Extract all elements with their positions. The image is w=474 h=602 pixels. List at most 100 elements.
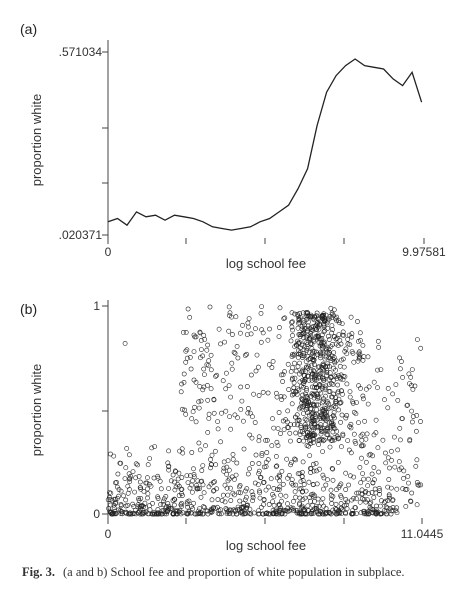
scatter-point: [367, 451, 373, 457]
scatter-point: [339, 321, 345, 326]
scatter-point: [273, 390, 279, 396]
scatter-point: [161, 508, 167, 514]
scatter-point: [311, 402, 317, 408]
scatter-point: [255, 511, 261, 517]
scatter-point: [324, 370, 330, 375]
scatter-point: [309, 346, 315, 351]
scatter-point: [378, 367, 384, 372]
scatter-point: [314, 322, 320, 328]
scatter-point: [309, 509, 315, 515]
scatter-point: [195, 486, 201, 492]
scatter-point: [312, 493, 318, 499]
scatter-point: [369, 506, 375, 512]
scatter-point: [415, 482, 421, 488]
scatter-point: [308, 341, 313, 346]
panel-b-xtick-label-left: 0: [105, 527, 112, 541]
scatter-point: [382, 450, 388, 456]
scatter-point: [418, 419, 423, 424]
scatter-point: [337, 363, 343, 369]
scatter-point: [172, 497, 178, 502]
scatter-point: [388, 485, 394, 491]
scatter-point: [178, 389, 184, 395]
scatter-point: [293, 457, 299, 463]
scatter-point: [304, 443, 310, 448]
scatter-point: [304, 347, 310, 353]
scatter-point: [129, 511, 135, 517]
scatter-point: [150, 511, 156, 517]
scatter-point: [217, 511, 222, 517]
scatter-point: [316, 334, 322, 340]
scatter-point: [261, 496, 267, 502]
scatter-point: [324, 349, 330, 355]
scatter-point: [283, 493, 289, 499]
scatter-point: [300, 459, 306, 465]
scatter-point: [166, 486, 171, 491]
scatter-point: [358, 385, 363, 391]
scatter-point: [317, 511, 323, 517]
scatter-point: [201, 372, 207, 377]
scatter-point: [258, 474, 264, 480]
scatter-point: [304, 405, 310, 411]
scatter-point: [385, 484, 391, 490]
scatter-point: [408, 374, 414, 380]
scatter-point: [176, 470, 182, 476]
scatter-point: [150, 500, 155, 506]
scatter-point: [274, 463, 280, 469]
scatter-point: [245, 471, 251, 477]
scatter-point: [277, 478, 282, 484]
scatter-point: [403, 487, 408, 492]
scatter-point: [300, 330, 306, 336]
scatter-point: [256, 393, 262, 398]
scatter-point: [325, 333, 331, 339]
scatter-point: [183, 411, 189, 417]
scatter-point: [147, 456, 152, 461]
scatter-point: [321, 339, 327, 345]
scatter-point: [231, 492, 237, 498]
scatter-point: [307, 453, 313, 458]
scatter-point: [292, 375, 298, 381]
scatter-point: [401, 468, 407, 474]
scatter-point: [238, 490, 243, 496]
scatter-point: [357, 351, 363, 357]
scatter-point: [316, 442, 321, 447]
scatter-point: [309, 425, 315, 430]
scatter-point: [286, 472, 292, 478]
scatter-point: [294, 508, 300, 513]
scatter-point: [313, 413, 318, 419]
scatter-point: [211, 504, 216, 510]
scatter-point: [413, 463, 419, 469]
scatter-point: [310, 327, 316, 333]
scatter-point: [334, 487, 339, 492]
scatter-point: [251, 391, 256, 397]
scatter-point: [164, 508, 170, 514]
scatter-point: [145, 491, 151, 497]
scatter-point: [200, 387, 206, 393]
scatter-point: [312, 385, 317, 390]
scatter-point: [323, 354, 329, 360]
scatter-point: [198, 347, 204, 352]
scatter-point: [213, 462, 219, 468]
scatter-point: [250, 498, 255, 503]
scatter-point: [282, 315, 288, 321]
panel-b-ytick-label-bottom: 0: [93, 507, 100, 521]
scatter-point: [247, 410, 253, 416]
scatter-point: [205, 362, 211, 368]
scatter-point: [353, 411, 359, 417]
scatter-point: [261, 479, 267, 485]
scatter-point: [308, 438, 314, 443]
scatter-point: [209, 452, 215, 458]
scatter-point: [235, 355, 241, 361]
scatter-point: [327, 435, 333, 441]
scatter-point: [229, 474, 235, 480]
scatter-point: [310, 511, 316, 516]
scatter-point: [363, 436, 369, 442]
scatter-point: [123, 497, 129, 503]
scatter-point: [281, 316, 287, 321]
scatter-point: [393, 382, 399, 387]
scatter-point: [326, 405, 332, 411]
scatter-point: [253, 368, 259, 374]
scatter-point: [386, 493, 392, 499]
scatter-point: [160, 501, 166, 507]
scatter-point: [223, 408, 229, 414]
scatter-point: [160, 498, 166, 504]
